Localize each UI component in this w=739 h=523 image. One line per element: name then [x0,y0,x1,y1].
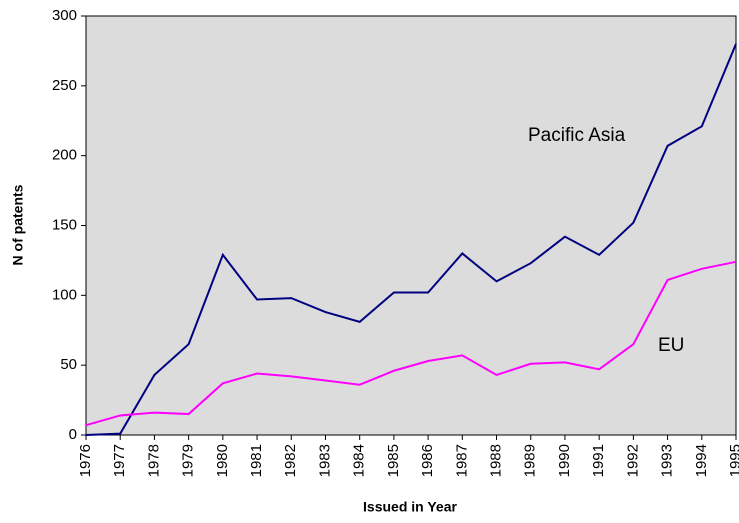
y-tick-label: 250 [52,77,77,94]
x-tick-label: 1994 [693,444,710,477]
x-tick-label: 1992 [624,444,641,477]
x-tick-label: 1988 [487,444,504,477]
series-line [85,43,737,436]
x-tick-label: 1986 [419,444,436,477]
x-tick-label: 1987 [453,444,470,477]
y-tick-label: 300 [52,7,77,24]
y-tick-label: 0 [69,426,77,443]
x-tick-label: 1980 [214,444,231,477]
plot-area [85,15,737,436]
x-tick-label: 1983 [316,444,333,477]
x-tick-label: 1984 [351,444,368,477]
series-label: EU [658,335,684,356]
x-tick-label: 1989 [522,444,539,477]
x-tick-label: 1982 [282,444,299,477]
x-tick-label: 1991 [590,444,607,477]
y-tick-label: 100 [52,286,77,303]
y-tick-label: 150 [52,216,77,233]
x-tick-label: 1979 [180,444,197,477]
x-axis-title: Issued in Year [363,499,457,515]
x-tick-label: 1995 [727,444,739,477]
x-tick-label: 1981 [248,444,265,477]
y-tick-label: 200 [52,147,77,164]
series-label: Pacific Asia [528,125,626,146]
x-tick-label: 1985 [385,444,402,477]
x-tick-label: 1990 [556,444,573,477]
x-tick-label: 1977 [111,444,128,477]
y-tick-label: 50 [60,356,77,373]
y-axis-title: N of patents [10,184,26,265]
x-tick-label: 1976 [77,444,94,477]
x-tick-label: 1993 [659,444,676,477]
x-tick-label: 1978 [145,444,162,477]
series-line [85,260,737,427]
